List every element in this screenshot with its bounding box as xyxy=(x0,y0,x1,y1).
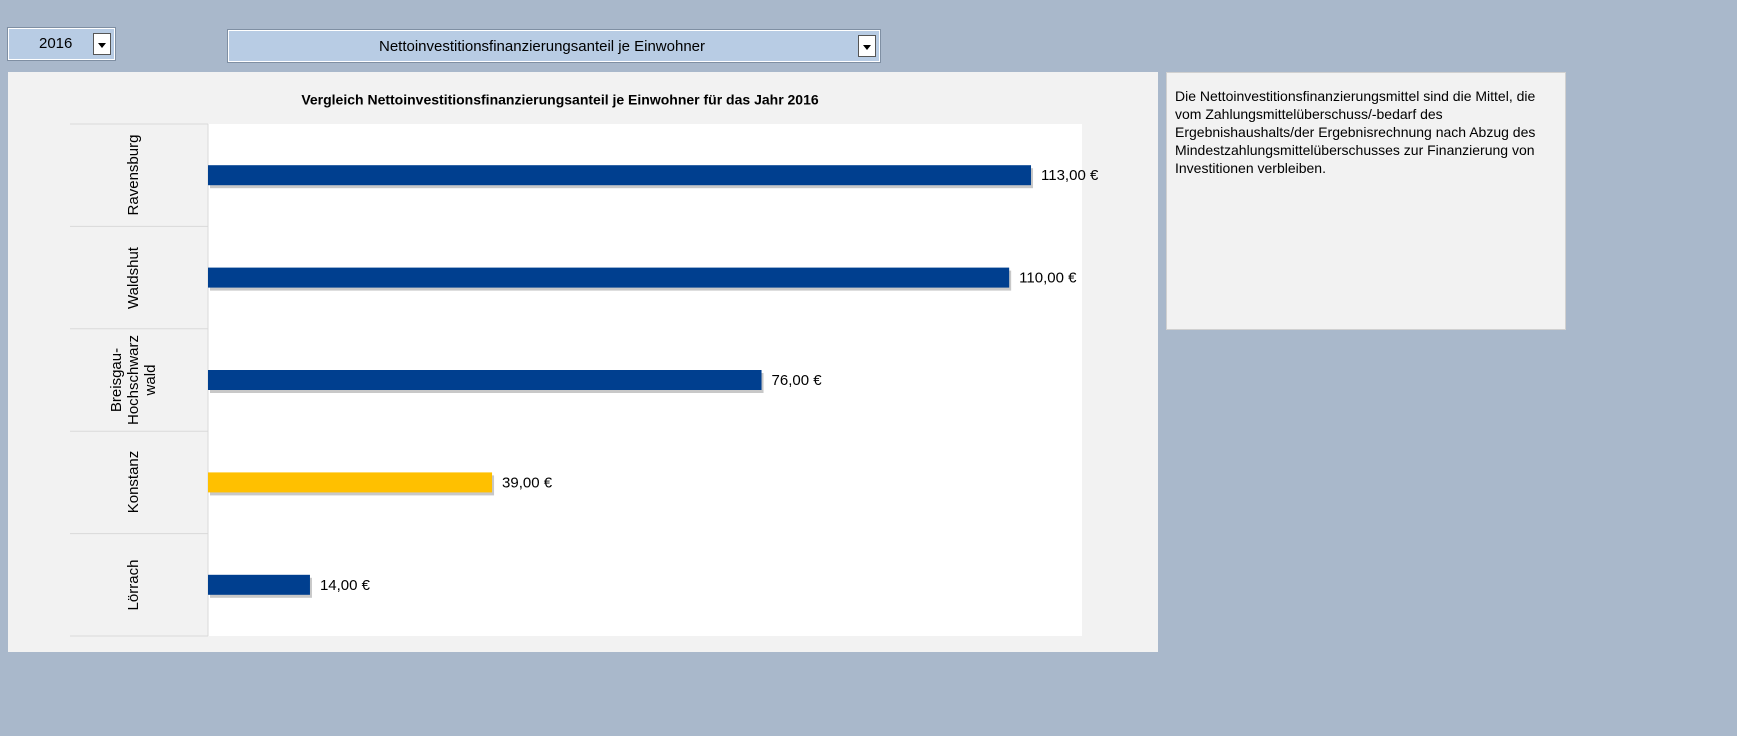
data-label: 14,00 € xyxy=(320,577,371,594)
data-label: 110,00 € xyxy=(1019,270,1077,287)
category-label: Konstanz xyxy=(124,451,142,514)
category-label: Ravensburg xyxy=(124,134,142,216)
description-panel: Die Nettoinvestitionsfinanzierungsmittel… xyxy=(1166,72,1566,330)
category-label: Breisgau-Hochschwarzwald xyxy=(107,334,159,426)
indicator-value: Nettoinvestitionsfinanzierungsanteil je … xyxy=(378,38,706,55)
dropdown-arrow[interactable] xyxy=(93,33,111,55)
category-label: Lörrach xyxy=(124,559,142,611)
data-label: 76,00 € xyxy=(772,372,823,389)
dropdown-arrow[interactable] xyxy=(858,35,876,57)
indicator-dropdown[interactable]: Nettoinvestitionsfinanzierungsanteil je … xyxy=(227,29,881,63)
bar xyxy=(208,472,493,493)
description-text: Die Nettoinvestitionsfinanzierungsmittel… xyxy=(1175,88,1536,176)
year-value: 2016 xyxy=(39,35,73,52)
year-dropdown[interactable]: 2016 xyxy=(7,27,116,61)
data-label: 39,00 € xyxy=(502,474,553,491)
bar xyxy=(208,370,762,390)
bar xyxy=(208,267,1010,288)
chart-title: Vergleich Nettoinvestitionsfinanzierungs… xyxy=(301,92,819,108)
bar xyxy=(208,574,310,595)
data-label: 113,00 € xyxy=(1041,167,1099,184)
bar xyxy=(208,165,1032,186)
category-label: Waldshut xyxy=(124,246,142,309)
